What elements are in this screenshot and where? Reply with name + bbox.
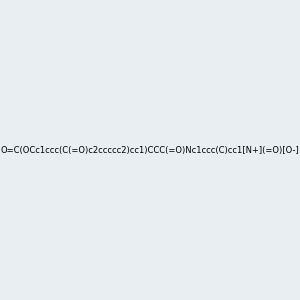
Text: O=C(OCc1ccc(C(=O)c2ccccc2)cc1)CCC(=O)Nc1ccc(C)cc1[N+](=O)[O-]: O=C(OCc1ccc(C(=O)c2ccccc2)cc1)CCC(=O)Nc1… xyxy=(1,146,299,154)
